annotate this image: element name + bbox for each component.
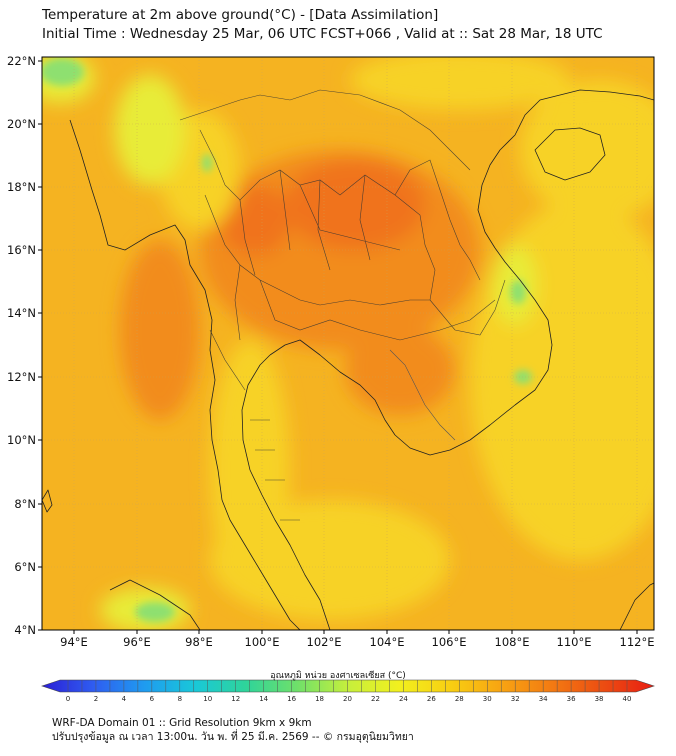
map-title: Temperature at 2m above ground(°C) - [Da…	[42, 7, 439, 23]
colorbar-tick-label: 6	[150, 695, 155, 703]
footer-update-info: ปรับปรุงข้อมูล ณ เวลา 13:00น. วัน พ. ที่…	[52, 731, 414, 743]
colorbar-tick-label: 12	[231, 695, 240, 703]
colorbar-tick-label: 26	[427, 695, 436, 703]
lon-label: 108°E	[495, 635, 530, 649]
province-borders	[179, 89, 506, 521]
lon-label: 100°E	[245, 635, 280, 649]
colorbar-tick-labels: 0 2 4 6 8 10 12 14 16 18 20 22 24 26 28 30 32 34 36 38 40	[66, 695, 632, 703]
lat-label: 8°N	[14, 497, 36, 511]
lat-label: 14°N	[7, 306, 36, 320]
colorbar-tick-label: 38	[595, 695, 604, 703]
colorbar-tick-label: 4	[122, 695, 127, 703]
graticule	[42, 57, 654, 630]
lon-label: 102°E	[307, 635, 342, 649]
lat-label: 20°N	[7, 117, 36, 131]
lat-label: 12°N	[7, 370, 36, 384]
lon-label: 94°E	[60, 635, 88, 649]
colorbar-tick-label: 28	[455, 695, 464, 703]
temperature-field	[42, 57, 654, 630]
colorbar-tick-label: 10	[203, 695, 212, 703]
lat-label: 4°N	[14, 623, 36, 637]
lon-label: 96°E	[123, 635, 151, 649]
lat-labels: 22°N 20°N 18°N 16°N 14°N 12°N 10°N 8°N 6…	[7, 54, 36, 637]
colorbar-tick-label: 30	[483, 695, 492, 703]
colorbar-tick-label: 16	[287, 695, 296, 703]
colorbar-tick-label: 24	[399, 695, 408, 703]
tick-marks	[38, 60, 638, 634]
colorbar-label: อุณหภูมิ หน่วย องศาเซลเซียส (°C)	[270, 671, 406, 681]
lon-labels: 94°E 96°E 98°E 100°E 102°E 104°E 106°E 1…	[60, 635, 654, 649]
lat-label: 16°N	[7, 243, 36, 257]
colorbar-tick-label: 0	[66, 695, 70, 703]
lat-label: 6°N	[14, 560, 36, 574]
colorbar-tick-label: 14	[259, 695, 268, 703]
footer-model-info: WRF-DA Domain 01 :: Grid Resolution 9km …	[52, 717, 312, 729]
lat-label: 18°N	[7, 180, 36, 194]
colorbar-tick-label: 34	[539, 695, 548, 703]
map-subtitle: Initial Time : Wednesday 25 Mar, 06 UTC …	[42, 26, 603, 42]
lon-label: 112°E	[620, 635, 655, 649]
colorbar-tick-label: 22	[371, 695, 380, 703]
temperature-map: 22°N 20°N 18°N 16°N 14°N 12°N 10°N 8°N 6…	[7, 54, 655, 703]
coastlines	[42, 89, 654, 630]
lon-label: 104°E	[370, 635, 405, 649]
colorbar-ticks	[67, 680, 628, 692]
lon-label: 110°E	[557, 635, 592, 649]
colorbar-tick-label: 8	[178, 695, 182, 703]
field-blobs	[42, 57, 654, 630]
map-frame	[41, 56, 655, 631]
colorbar-tick-label: 40	[623, 695, 632, 703]
field-cold-spots	[42, 58, 532, 622]
lat-label: 10°N	[7, 433, 36, 447]
colorbar-tick-label: 36	[567, 695, 576, 703]
colorbar-tick-label: 2	[94, 695, 98, 703]
lon-label: 98°E	[185, 635, 213, 649]
rivers	[389, 349, 456, 441]
lon-label: 106°E	[432, 635, 467, 649]
lat-label: 22°N	[7, 54, 36, 68]
colorbar-tick-label: 18	[315, 695, 324, 703]
colorbar-tick-label: 20	[343, 695, 352, 703]
colorbar-tick-label: 32	[511, 695, 520, 703]
colorbar: 0 2 4 6 8 10 12 14 16 18 20 22 24 26 28 30 32 34 36 38 40	[41, 679, 655, 703]
